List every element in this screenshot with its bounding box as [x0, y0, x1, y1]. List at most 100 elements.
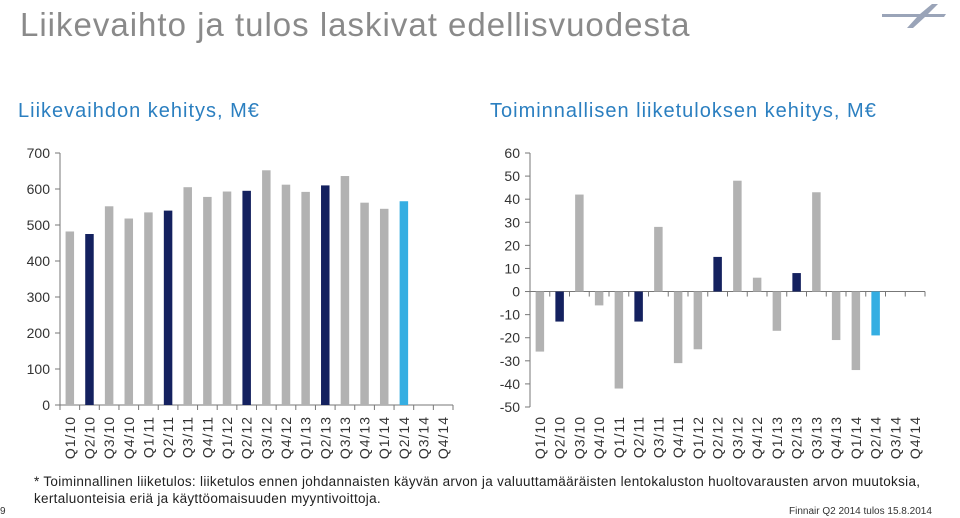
- x-tick-label: Q1/14: [848, 416, 864, 459]
- bar: [262, 170, 271, 405]
- y-tick-label: 700: [27, 145, 51, 161]
- x-tick-label: Q2/11: [160, 416, 176, 458]
- y-tick-label: -20: [500, 330, 520, 346]
- finnair-logo-icon: [882, 4, 946, 28]
- bar: [301, 191, 310, 405]
- bar: [575, 194, 584, 292]
- bar: [203, 196, 212, 405]
- y-tick-label: 20: [504, 237, 520, 253]
- bar: [792, 273, 801, 292]
- x-tick-label: Q1/12: [690, 416, 706, 459]
- x-tick-label: Q2/10: [81, 416, 97, 459]
- y-tick-label: -40: [500, 376, 520, 392]
- x-tick-label: Q4/10: [121, 416, 137, 459]
- y-tick-label: -50: [500, 399, 520, 415]
- y-tick-label: 300: [27, 289, 51, 305]
- x-tick-label: Q3/13: [808, 416, 824, 459]
- bar: [163, 210, 173, 405]
- x-tick-label: Q4/14: [907, 416, 923, 459]
- bar: [124, 218, 134, 405]
- x-tick-label: Q3/12: [258, 416, 274, 459]
- y-tick-label: 600: [27, 181, 51, 197]
- y-tick-label: -10: [500, 307, 520, 323]
- bar: [871, 291, 880, 336]
- y-tick-label: 10: [504, 260, 520, 276]
- bar: [634, 291, 643, 322]
- x-tick-label: Q3/11: [180, 416, 196, 458]
- x-tick-label: Q1/13: [769, 416, 785, 459]
- bar: [360, 202, 369, 405]
- x-tick-label: Q3/13: [337, 416, 353, 459]
- x-tick-label: Q4/14: [435, 416, 451, 459]
- bar: [535, 291, 545, 352]
- bar: [222, 191, 232, 405]
- bar: [104, 206, 114, 405]
- bar: [772, 291, 782, 331]
- x-tick-label: Q2/12: [239, 416, 255, 459]
- x-tick-label: Q1/13: [298, 416, 314, 459]
- x-tick-label: Q2/13: [317, 416, 333, 459]
- bar: [752, 277, 762, 292]
- bar: [654, 226, 663, 292]
- bar: [812, 192, 821, 292]
- x-tick-label: Q2/14: [396, 416, 412, 459]
- y-tick-label: 30: [504, 214, 520, 230]
- x-tick-label: Q1/10: [62, 416, 78, 459]
- x-tick-label: Q3/10: [571, 416, 587, 459]
- bar: [340, 176, 350, 405]
- bar: [144, 212, 153, 405]
- y-tick-label: 40: [504, 191, 520, 207]
- revenue-chart-title: Liikevaihdon kehitys, M€: [18, 100, 260, 122]
- y-tick-label: 50: [504, 168, 520, 184]
- y-tick-label: 400: [27, 253, 51, 269]
- footnote: * Toiminnallinen liiketulos: liiketulos …: [34, 474, 921, 506]
- bar: [594, 291, 604, 306]
- y-tick-label: 0: [42, 397, 50, 413]
- x-tick-label: Q1/11: [611, 416, 627, 458]
- y-tick-label: 60: [504, 145, 520, 161]
- x-tick-label: Q4/13: [828, 416, 844, 459]
- x-tick-label: Q4/10: [591, 416, 607, 459]
- x-tick-label: Q1/14: [376, 416, 392, 459]
- x-tick-label: Q2/13: [789, 416, 805, 459]
- operating-result-chart-title: Toiminnallisen liiketuloksen kehitys, M€: [490, 100, 877, 122]
- bar: [831, 291, 841, 341]
- footer-text: Finnair Q2 2014 tulos 15.8.2014: [789, 506, 932, 517]
- bar: [555, 291, 564, 322]
- x-tick-label: Q2/11: [631, 416, 647, 458]
- bar: [713, 256, 722, 292]
- x-tick-label: Q3/10: [101, 416, 117, 459]
- bar: [242, 190, 251, 405]
- bar: [614, 291, 624, 389]
- bar: [851, 291, 861, 371]
- x-tick-label: Q2/12: [710, 416, 726, 459]
- bar: [281, 184, 291, 405]
- x-tick-label: Q4/13: [357, 416, 373, 459]
- x-tick-label: Q3/11: [650, 416, 666, 458]
- bar: [321, 185, 330, 405]
- bar: [379, 208, 389, 405]
- x-tick-label: Q4/12: [749, 416, 765, 459]
- x-tick-label: Q4/12: [278, 416, 294, 459]
- x-tick-label: Q1/10: [532, 416, 548, 459]
- bar: [85, 234, 94, 405]
- bar: [673, 291, 683, 364]
- slide-title: Liikevaihto ja tulos laskivat edellisvuo…: [20, 6, 691, 43]
- y-tick-label: 500: [27, 217, 51, 233]
- bar: [183, 187, 192, 405]
- y-tick-label: 100: [27, 361, 51, 377]
- y-tick-label: -30: [500, 353, 520, 369]
- x-tick-label: Q1/11: [140, 416, 156, 458]
- x-tick-label: Q1/12: [219, 416, 235, 459]
- y-tick-label: 0: [512, 284, 520, 300]
- bar: [399, 201, 409, 405]
- y-tick-label: 200: [27, 325, 51, 341]
- x-tick-label: Q4/11: [199, 416, 215, 458]
- bar: [733, 180, 742, 292]
- page-number: 9: [0, 506, 6, 517]
- x-tick-label: Q4/11: [670, 416, 686, 458]
- x-tick-label: Q2/14: [868, 416, 884, 459]
- bar: [693, 291, 703, 350]
